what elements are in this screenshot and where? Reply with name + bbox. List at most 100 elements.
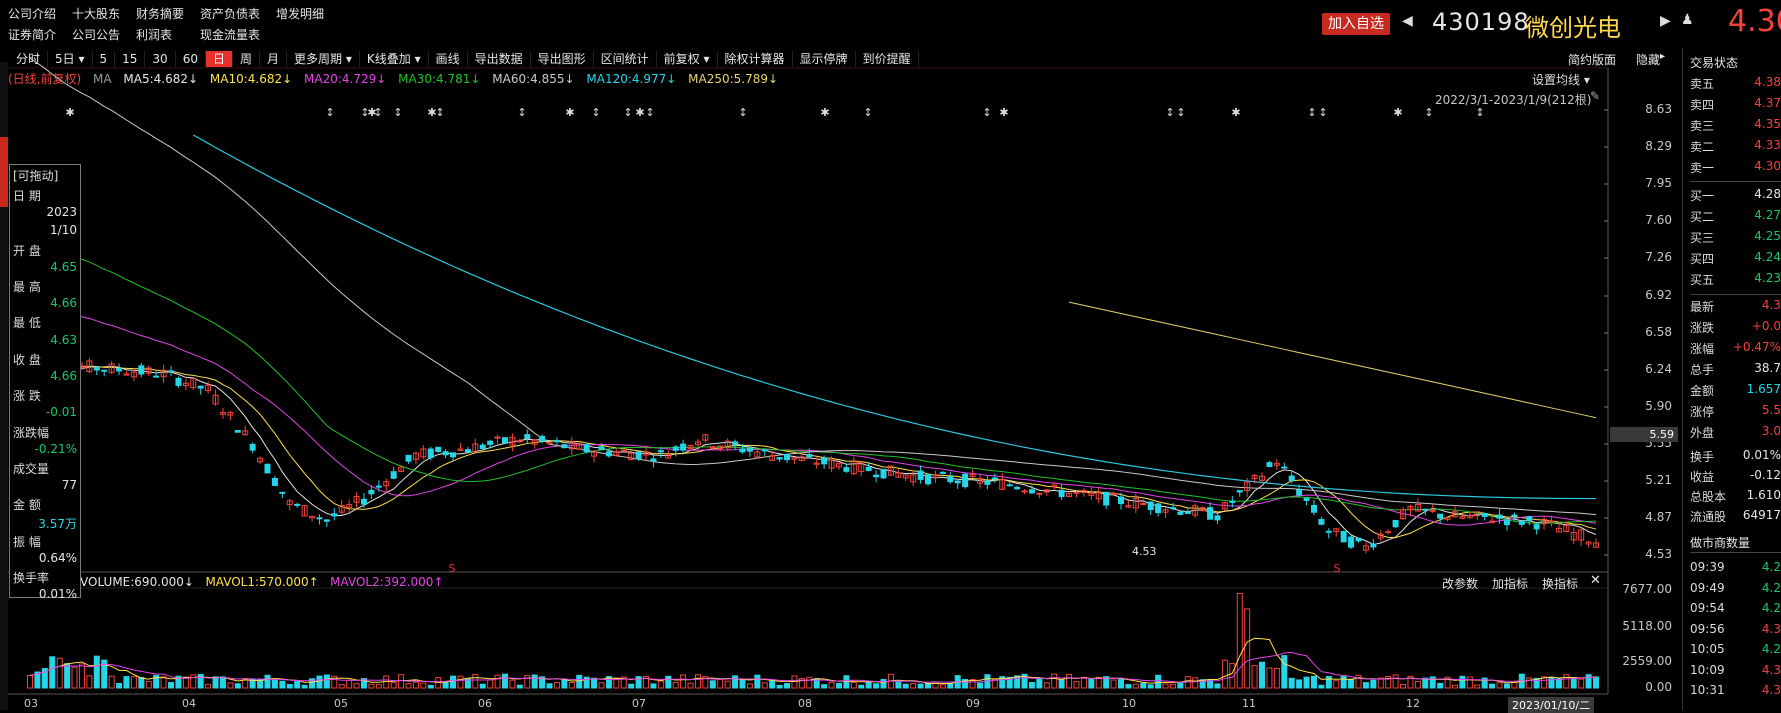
left-strip-active-tab[interactable] — [0, 137, 8, 207]
candle-body — [479, 444, 486, 450]
stat-row[interactable]: 流通股 64917 — [1690, 508, 1781, 528]
menu-income-statement[interactable]: 利润表 — [136, 28, 173, 42]
volume-bar — [858, 684, 865, 689]
info-panel-title[interactable]: [可拖动] — [13, 169, 59, 183]
ma-settings-dropdown[interactable]: 设置均线 ▾ — [1532, 73, 1590, 87]
kline-overlay-dropdown[interactable]: K线叠加 ▾ — [360, 51, 429, 67]
stat-row[interactable]: 收益 -0.12 — [1690, 468, 1781, 488]
sell-level[interactable]: 卖三 4.35 — [1690, 117, 1781, 137]
stat-row[interactable]: 外盘 3.0 — [1690, 424, 1781, 444]
tab-30min[interactable]: 30 — [145, 51, 176, 67]
menu-company-notice[interactable]: 公司公告 — [72, 28, 121, 42]
volume-bar — [472, 673, 479, 689]
change-params-button[interactable]: 改参数 — [1442, 577, 1479, 591]
volume-bar — [798, 678, 805, 689]
add-watchlist-button[interactable]: 加入自选 — [1322, 13, 1390, 35]
stat-row-value: 38.7 — [1754, 361, 1781, 375]
buy-level[interactable]: 买三 4.25 — [1690, 229, 1781, 249]
tab-week[interactable]: 周 — [233, 51, 261, 67]
pin-icon[interactable]: ✎ — [1590, 89, 1601, 103]
stat-row[interactable]: 涨停 5.5 — [1690, 403, 1781, 423]
alarm-icon[interactable]: ♟ — [1681, 12, 1694, 28]
export-image-button[interactable]: 导出图形 — [531, 51, 594, 67]
event-marker: ↕ — [393, 106, 402, 119]
buy-level[interactable]: 买一 4.28 — [1690, 187, 1781, 207]
show-suspended-button[interactable]: 显示停牌 — [793, 51, 856, 67]
adjust-dropdown[interactable]: 前复权 ▾ — [657, 51, 718, 67]
buy-level[interactable]: 买二 4.27 — [1690, 208, 1781, 228]
switch-indicator-button[interactable]: 换指标 — [1542, 577, 1579, 591]
info-panel[interactable]: [可拖动] 日 期 2023 1/10 开 盘 4.65 最 高 4.66 最 低 4.63 收 … — [9, 164, 81, 601]
tick-row[interactable]: 09:49 4.2 — [1690, 581, 1781, 601]
menu-balance-sheet[interactable]: 资产负债表 — [200, 7, 261, 21]
tick-row[interactable]: 10:05 4.2 — [1690, 642, 1781, 662]
tab-60min[interactable]: 60 — [176, 51, 206, 67]
hide-button[interactable]: 隐藏 — [1636, 53, 1661, 67]
volume-bar — [234, 683, 241, 689]
sell-level[interactable]: 卖四 4.37 — [1690, 96, 1781, 116]
volume-bar — [212, 676, 219, 689]
buy-level[interactable]: 买四 4.24 — [1690, 250, 1781, 270]
tick-row[interactable]: 10:09 4.3 — [1690, 663, 1781, 683]
volume-bar — [34, 671, 41, 689]
stat-row[interactable]: 换手 0.01% — [1690, 448, 1781, 468]
menu-company-intro[interactable]: 公司介绍 — [8, 7, 57, 21]
tick-row[interactable]: 09:56 4.3 — [1690, 622, 1781, 642]
volume-bar — [41, 668, 48, 689]
simple-layout-button[interactable]: 简约版面 — [1568, 53, 1617, 67]
menu-cash-flow[interactable]: 现金流量表 — [200, 28, 261, 42]
tab-5min[interactable]: 5 — [93, 51, 116, 67]
menu-security-brief[interactable]: 证券简介 — [8, 28, 57, 42]
hide-arrow-icon[interactable]: ▸ — [1660, 51, 1666, 62]
menu-top-shareholders[interactable]: 十大股东 — [72, 7, 121, 21]
buy-level[interactable]: 买五 4.23 — [1690, 271, 1781, 291]
low-point-label: 4.53 — [1132, 545, 1157, 558]
dividend-marker: S — [449, 562, 456, 575]
menu-financial-summary[interactable]: 财务摘要 — [136, 7, 185, 21]
stat-row[interactable]: 涨跌 +0.0 — [1690, 319, 1781, 339]
sell-level[interactable]: 卖一 4.30 — [1690, 159, 1781, 179]
candle-body — [1051, 484, 1058, 488]
volume-bar — [1578, 678, 1585, 689]
tab-day[interactable]: 日 — [205, 51, 233, 67]
price-alert-button[interactable]: 到价提醒 — [856, 51, 919, 67]
event-marker: ↕ — [325, 106, 334, 119]
tick-row-value: 4.2 — [1761, 580, 1781, 595]
tab-intraday[interactable]: 分时 — [9, 51, 49, 67]
candle-body — [1481, 512, 1488, 517]
volume-bar — [746, 683, 753, 689]
export-data-button[interactable]: 导出数据 — [468, 51, 531, 67]
close-indicator-icon[interactable]: ✕ — [1590, 573, 1601, 588]
candle-body — [93, 366, 100, 371]
stat-row[interactable]: 总股本 1.610 — [1690, 488, 1781, 508]
tick-row[interactable]: 09:54 4.2 — [1690, 601, 1781, 621]
stat-row[interactable]: 涨幅 +0.47% — [1690, 340, 1781, 360]
tick-row[interactable]: 10:31 4.3 — [1690, 683, 1781, 703]
info-value: 0.64% — [38, 551, 77, 565]
stat-row[interactable]: 最新 4.3 — [1690, 298, 1781, 318]
stat-row-value: +0.0 — [1751, 319, 1781, 333]
kline-overlay-label: K线叠加 — [366, 52, 411, 66]
stat-row[interactable]: 金额 1.657 — [1690, 382, 1781, 402]
add-indicator-button[interactable]: 加指标 — [1492, 577, 1529, 591]
stat-row[interactable]: 总手 38.7 — [1690, 361, 1781, 381]
tick-row[interactable]: 09:39 4.2 — [1690, 560, 1781, 580]
prev-stock-icon[interactable]: ◀ — [1402, 13, 1413, 29]
tab-15min[interactable]: 15 — [115, 51, 146, 67]
ex-rights-calculator-button[interactable]: 除权计算器 — [718, 51, 793, 67]
ma-label: MA — [93, 72, 112, 86]
sell-level[interactable]: 卖五 4.38 — [1690, 75, 1781, 95]
tab-5day[interactable]: 5日 ▾ — [48, 51, 93, 67]
candle-body — [784, 453, 791, 461]
more-periods-dropdown[interactable]: 更多周期 ▾ — [287, 51, 360, 67]
menu-issue-detail[interactable]: 增发明细 — [276, 7, 325, 21]
next-stock-icon[interactable]: ▶ — [1660, 13, 1671, 29]
sell-level[interactable]: 卖二 4.33 — [1690, 138, 1781, 158]
volume-bar — [969, 679, 976, 689]
range-stats-button[interactable]: 区间统计 — [594, 51, 657, 67]
volume-bar — [1451, 684, 1458, 689]
draw-line-button[interactable]: 画线 — [429, 51, 468, 67]
event-marker: ↕ — [1165, 106, 1174, 119]
tab-month[interactable]: 月 — [260, 51, 288, 67]
